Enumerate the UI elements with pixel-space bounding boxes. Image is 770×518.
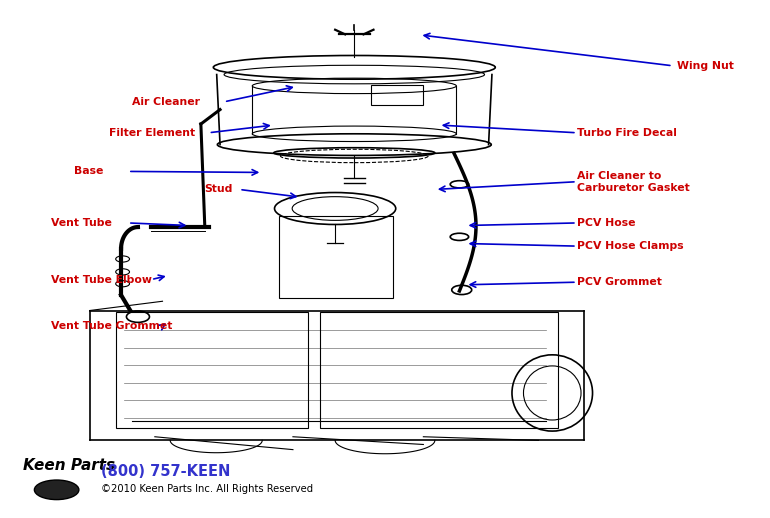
Text: PCV Grommet: PCV Grommet: [577, 277, 661, 287]
Text: Vent Tube Elbow: Vent Tube Elbow: [52, 275, 152, 284]
Text: Air Cleaner: Air Cleaner: [132, 97, 200, 107]
Text: Wing Nut: Wing Nut: [677, 61, 733, 71]
Text: Base: Base: [74, 166, 104, 177]
Text: Filter Element: Filter Element: [109, 128, 195, 138]
Text: Vent Tube: Vent Tube: [52, 218, 112, 228]
Bar: [371, 85, 424, 106]
Text: Air Cleaner to
Carburetor Gasket: Air Cleaner to Carburetor Gasket: [577, 170, 690, 193]
Text: Turbo Fire Decal: Turbo Fire Decal: [577, 128, 677, 138]
Ellipse shape: [35, 480, 79, 499]
Text: PCV Hose Clamps: PCV Hose Clamps: [577, 241, 684, 251]
Text: Vent Tube Grommet: Vent Tube Grommet: [52, 321, 172, 331]
Text: Keen Parts: Keen Parts: [23, 458, 115, 473]
Text: PCV Hose: PCV Hose: [577, 218, 635, 228]
Text: (800) 757-KEEN: (800) 757-KEEN: [101, 465, 230, 480]
Text: ©2010 Keen Parts Inc. All Rights Reserved: ©2010 Keen Parts Inc. All Rights Reserve…: [101, 484, 313, 494]
Text: Stud: Stud: [205, 184, 233, 194]
